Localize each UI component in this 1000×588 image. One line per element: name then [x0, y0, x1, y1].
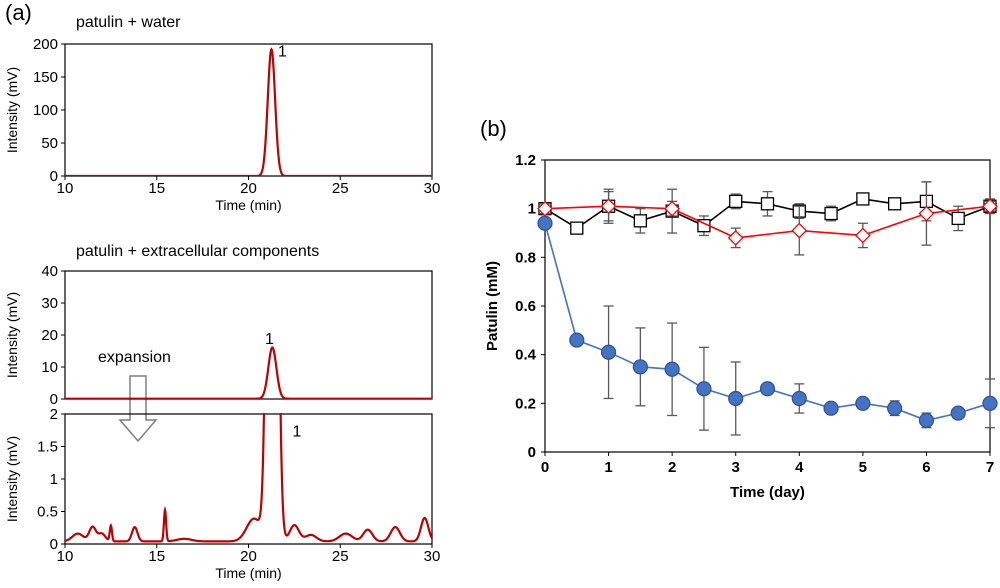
x-tick-label: 15 [148, 548, 165, 565]
x-tick-label: 25 [332, 180, 349, 197]
y-tick-label: 1 [50, 471, 58, 488]
x-tick-label: 3 [732, 459, 740, 476]
y-tick-label: 10 [41, 359, 58, 376]
y-tick-label: 50 [41, 135, 58, 152]
y-axis-label: Intensity (mV) [4, 436, 20, 522]
y-tick-label: 0 [50, 391, 58, 408]
x-axis-label: Time (day) [730, 484, 805, 501]
data-point [856, 192, 870, 206]
panel-a-label: (a) [5, 0, 32, 25]
chart-a2-title: patulin + extracellular components [76, 243, 319, 260]
x-tick-label: 6 [922, 459, 930, 476]
data-point [855, 395, 871, 411]
x-tick-label: 30 [424, 180, 441, 197]
x-tick-label: 25 [332, 548, 349, 565]
y-tick-label: 100 [33, 102, 58, 119]
x-tick-label: 0 [541, 459, 549, 476]
chart-a1-title: patulin + water [76, 14, 181, 31]
y-tick-label: 40 [41, 263, 58, 280]
y-tick-label: 0 [528, 444, 536, 461]
series-circle-filled [537, 215, 998, 436]
y-tick-label: 0.4 [515, 347, 537, 364]
data-point [854, 227, 871, 244]
data-point [569, 332, 585, 348]
x-tick-label: 15 [148, 180, 165, 197]
data-point [918, 412, 935, 428]
data-point [537, 215, 553, 231]
plot-frame [64, 43, 433, 177]
x-tick-label: 30 [424, 548, 441, 565]
data-point [918, 205, 935, 222]
x-tick-label: 10 [57, 180, 74, 197]
y-axis-label: Intensity (mV) [4, 292, 20, 378]
data-point [664, 200, 681, 217]
data-point [570, 221, 584, 235]
data-point [759, 381, 776, 397]
data-point [727, 229, 744, 246]
data-point [728, 390, 744, 407]
data-point [632, 359, 648, 375]
data-point [951, 211, 965, 226]
data-point [887, 400, 903, 416]
y-tick-label: 0.5 [37, 504, 58, 521]
data-point [664, 361, 680, 377]
data-point [600, 344, 617, 360]
data-point [982, 395, 998, 411]
y-tick-label: 0.8 [515, 249, 536, 266]
plot-frame [64, 270, 433, 400]
data-point [791, 222, 808, 239]
y-tick-label: 1.5 [37, 439, 58, 456]
chart-a3: 0 0.5 1 1.5 2 10 15 20 25 30 Time (min) Intensity (… [4, 406, 441, 581]
peak-label: 1 [278, 44, 287, 61]
x-tick-label: 2 [668, 459, 676, 476]
x-axis-label: Time (min) [215, 197, 281, 213]
expansion-label: expansion [98, 349, 171, 366]
y-tick-label: 30 [41, 295, 58, 312]
y-tick-label: 20 [41, 327, 58, 344]
x-tick-label: 7 [986, 459, 994, 476]
y-tick-label: 0 [50, 536, 58, 553]
x-tick-label: 20 [240, 180, 257, 197]
chart-a2: 0 10 20 30 40 Intensity (mV) 1 [4, 263, 433, 408]
y-tick-label: 0 [50, 168, 58, 185]
panel-b-label: (b) [480, 116, 507, 141]
y-tick-label: 2 [50, 406, 58, 423]
chart-a1: 0 50 100 150 200 10 15 20 25 30 Time (min) Intensit… [4, 36, 440, 213]
x-tick-label: 20 [240, 548, 257, 565]
x-axis-label: Time (min) [215, 565, 281, 581]
x-tick-label: 10 [57, 548, 74, 565]
chart-b: 0 0.2 0.4 0.6 0.8 1 1.2 0 1 2 3 4 5 6 7 Time (day) Patul… [484, 152, 998, 501]
y-axis-label: Patulin (mM) [484, 261, 501, 351]
series-line [544, 205, 991, 239]
series-diamond-open [537, 181, 998, 256]
y-tick-label: 200 [33, 36, 58, 53]
x-tick-label: 5 [859, 459, 867, 476]
y-tick-label: 0.2 [515, 395, 536, 412]
data-point [791, 390, 807, 407]
data-point [696, 381, 712, 397]
data-point [950, 405, 966, 421]
x-tick-label: 4 [795, 459, 804, 476]
x-tick-label: 1 [604, 459, 612, 476]
chromatogram-trace [65, 346, 432, 399]
chromatogram-trace [65, 413, 432, 543]
peak-label: 1 [265, 331, 274, 348]
y-tick-label: 1.2 [515, 152, 536, 169]
y-axis-label: Intensity (mV) [4, 67, 20, 153]
data-point [887, 197, 902, 211]
data-point [760, 197, 775, 211]
peak-label: 1 [293, 423, 302, 440]
data-point [600, 198, 617, 215]
data-point [729, 194, 743, 209]
data-point [824, 206, 838, 221]
y-tick-label: 0.6 [515, 298, 536, 315]
data-point [633, 214, 648, 228]
y-tick-label: 1 [528, 201, 536, 218]
y-tick-label: 150 [33, 69, 58, 86]
expansion-arrow-icon [118, 375, 158, 443]
chromatogram-trace [65, 47, 432, 176]
data-point [823, 400, 839, 416]
data-point [982, 198, 998, 215]
